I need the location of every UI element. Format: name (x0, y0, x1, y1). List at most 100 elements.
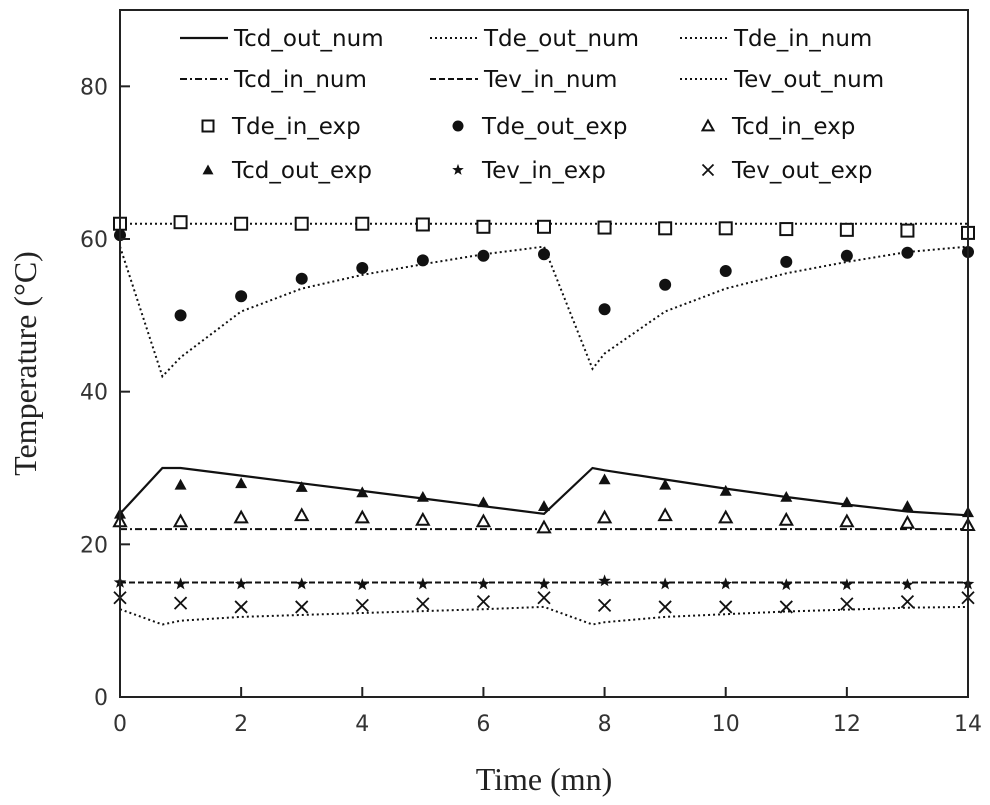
marker-tde-out-exp (780, 255, 793, 268)
marker-tcd-out-exp (356, 486, 369, 498)
marker-tde-out-exp (598, 303, 611, 316)
y-axis-title: Temperature (°C) (7, 251, 43, 476)
marker-tcd-out-exp (477, 496, 490, 508)
marker-tcd-in-exp (718, 509, 734, 524)
marker-tde-in-exp (597, 220, 612, 235)
series-line-tcd-out-num (119, 466, 969, 517)
marker-tde-in-exp (173, 215, 188, 230)
x-tick-label: 0 (113, 712, 127, 737)
marker-tcd-in-exp (899, 514, 916, 529)
legend-tde-in-exp-swatch (201, 119, 215, 133)
marker-tcd-out-exp (901, 500, 914, 511)
marker-tde-out-exp (538, 248, 550, 261)
x-tick-label: 12 (833, 712, 861, 737)
legend-tev-in-num-label: Tev_in_num (483, 67, 617, 93)
legend-tde-out-exp-label: Tde_out_exp (481, 114, 627, 140)
marker-tev-out-exp (597, 598, 612, 613)
x-axis-title: Time (mn) (476, 761, 613, 797)
marker-tev-out-exp (416, 597, 430, 611)
marker-tev-out-exp (900, 594, 915, 609)
marker-tev-out-exp (658, 600, 672, 614)
experimental-series-markers (112, 215, 976, 614)
marker-tev-in-exp (537, 577, 551, 590)
marker-tcd-out-exp (174, 478, 187, 490)
marker-tde-in-exp (294, 216, 309, 231)
marker-tde-out-exp (719, 265, 732, 278)
legend-tcd-in-num-label: Tcd_in_num (233, 67, 367, 93)
marker-tev-out-exp (779, 600, 793, 614)
marker-tcd-in-exp (839, 513, 855, 528)
legend-tde-in-num-label: Tde_in_num (733, 26, 872, 52)
marker-tev-in-exp (901, 578, 914, 591)
marker-tev-in-exp (234, 577, 248, 590)
marker-tde-out-exp (477, 249, 490, 262)
legend-tev-out-num-label: Tev_out_num (733, 67, 884, 93)
marker-tde-in-exp (718, 221, 733, 236)
marker-tev-out-exp (719, 600, 733, 614)
y-tick-label: 80 (80, 75, 108, 100)
marker-tcd-in-exp (172, 513, 189, 528)
marker-tde-out-exp (295, 272, 308, 285)
marker-tev-out-exp (234, 600, 248, 614)
marker-tde-out-exp (356, 262, 369, 275)
marker-tcd-out-exp (840, 496, 853, 508)
marker-tde-out-exp (235, 290, 248, 303)
marker-tcd-out-exp (719, 484, 732, 496)
marker-tcd-in-exp (415, 511, 431, 526)
marker-tev-out-exp (476, 594, 491, 609)
legend-tcd-out-exp-swatch (202, 164, 214, 175)
marker-tev-out-exp (840, 597, 854, 611)
marker-tde-in-exp (779, 222, 794, 237)
y-tick-label: 20 (80, 533, 108, 558)
legend-tev-out-exp-label: Tev_out_exp (731, 158, 873, 184)
marker-tde-in-exp (234, 216, 249, 231)
marker-tde-out-exp (174, 309, 187, 322)
marker-tde-in-exp (476, 219, 491, 234)
marker-tev-in-exp (719, 577, 732, 590)
legend-tcd-in-exp-label: Tcd_in_exp (731, 114, 855, 140)
marker-tcd-out-exp (295, 481, 308, 492)
marker-tev-out-exp (355, 598, 369, 613)
marker-tde-in-exp (900, 223, 915, 238)
marker-tcd-in-exp (536, 519, 552, 534)
x-tick-label: 8 (598, 712, 612, 737)
marker-tde-in-exp (658, 221, 673, 236)
y-tick-label: 0 (94, 686, 108, 711)
legend-tde-in-exp-label: Tde_in_exp (231, 114, 361, 140)
marker-tev-out-exp (173, 596, 188, 610)
marker-tcd-in-exp (294, 507, 310, 522)
marker-tde-in-exp (537, 219, 551, 234)
marker-tev-out-exp (295, 600, 309, 614)
legend-tcd-in-exp-swatch (700, 118, 716, 132)
marker-tcd-in-exp (596, 509, 613, 524)
marker-tde-out-exp (659, 278, 672, 291)
marker-tev-in-exp (356, 578, 369, 591)
marker-tev-in-exp (840, 578, 854, 591)
x-tick-label: 2 (234, 712, 248, 737)
marker-tcd-in-exp (233, 509, 249, 524)
plot-frame (119, 9, 969, 698)
marker-tev-in-exp (174, 577, 187, 590)
marker-tde-in-exp (355, 216, 370, 231)
y-tick-label: 60 (80, 228, 108, 253)
x-tick-label: 14 (954, 712, 982, 737)
marker-tev-in-exp (295, 577, 308, 590)
marker-tev-out-exp (537, 591, 551, 605)
legend-tev-out-exp-swatch (701, 163, 715, 177)
marker-tev-in-exp (598, 574, 611, 587)
marker-tcd-out-exp (780, 491, 793, 502)
marker-tcd-in-exp (657, 507, 673, 522)
marker-tcd-in-exp (778, 511, 794, 526)
marker-tde-in-exp (415, 217, 430, 232)
marker-tde-out-exp (416, 254, 429, 267)
x-tick-label: 10 (712, 712, 740, 737)
legend-tev-in-exp-swatch (452, 163, 464, 175)
marker-tde-out-exp (840, 249, 853, 262)
legend-tde-out-num-label: Tde_out_num (483, 26, 639, 52)
legend-tcd-out-exp-label: Tcd_out_exp (231, 158, 372, 184)
marker-tcd-out-exp (235, 477, 248, 489)
marker-tcd-out-exp (538, 500, 550, 511)
legend-tde-out-exp-swatch (452, 120, 464, 132)
x-tick-label: 4 (355, 712, 369, 737)
